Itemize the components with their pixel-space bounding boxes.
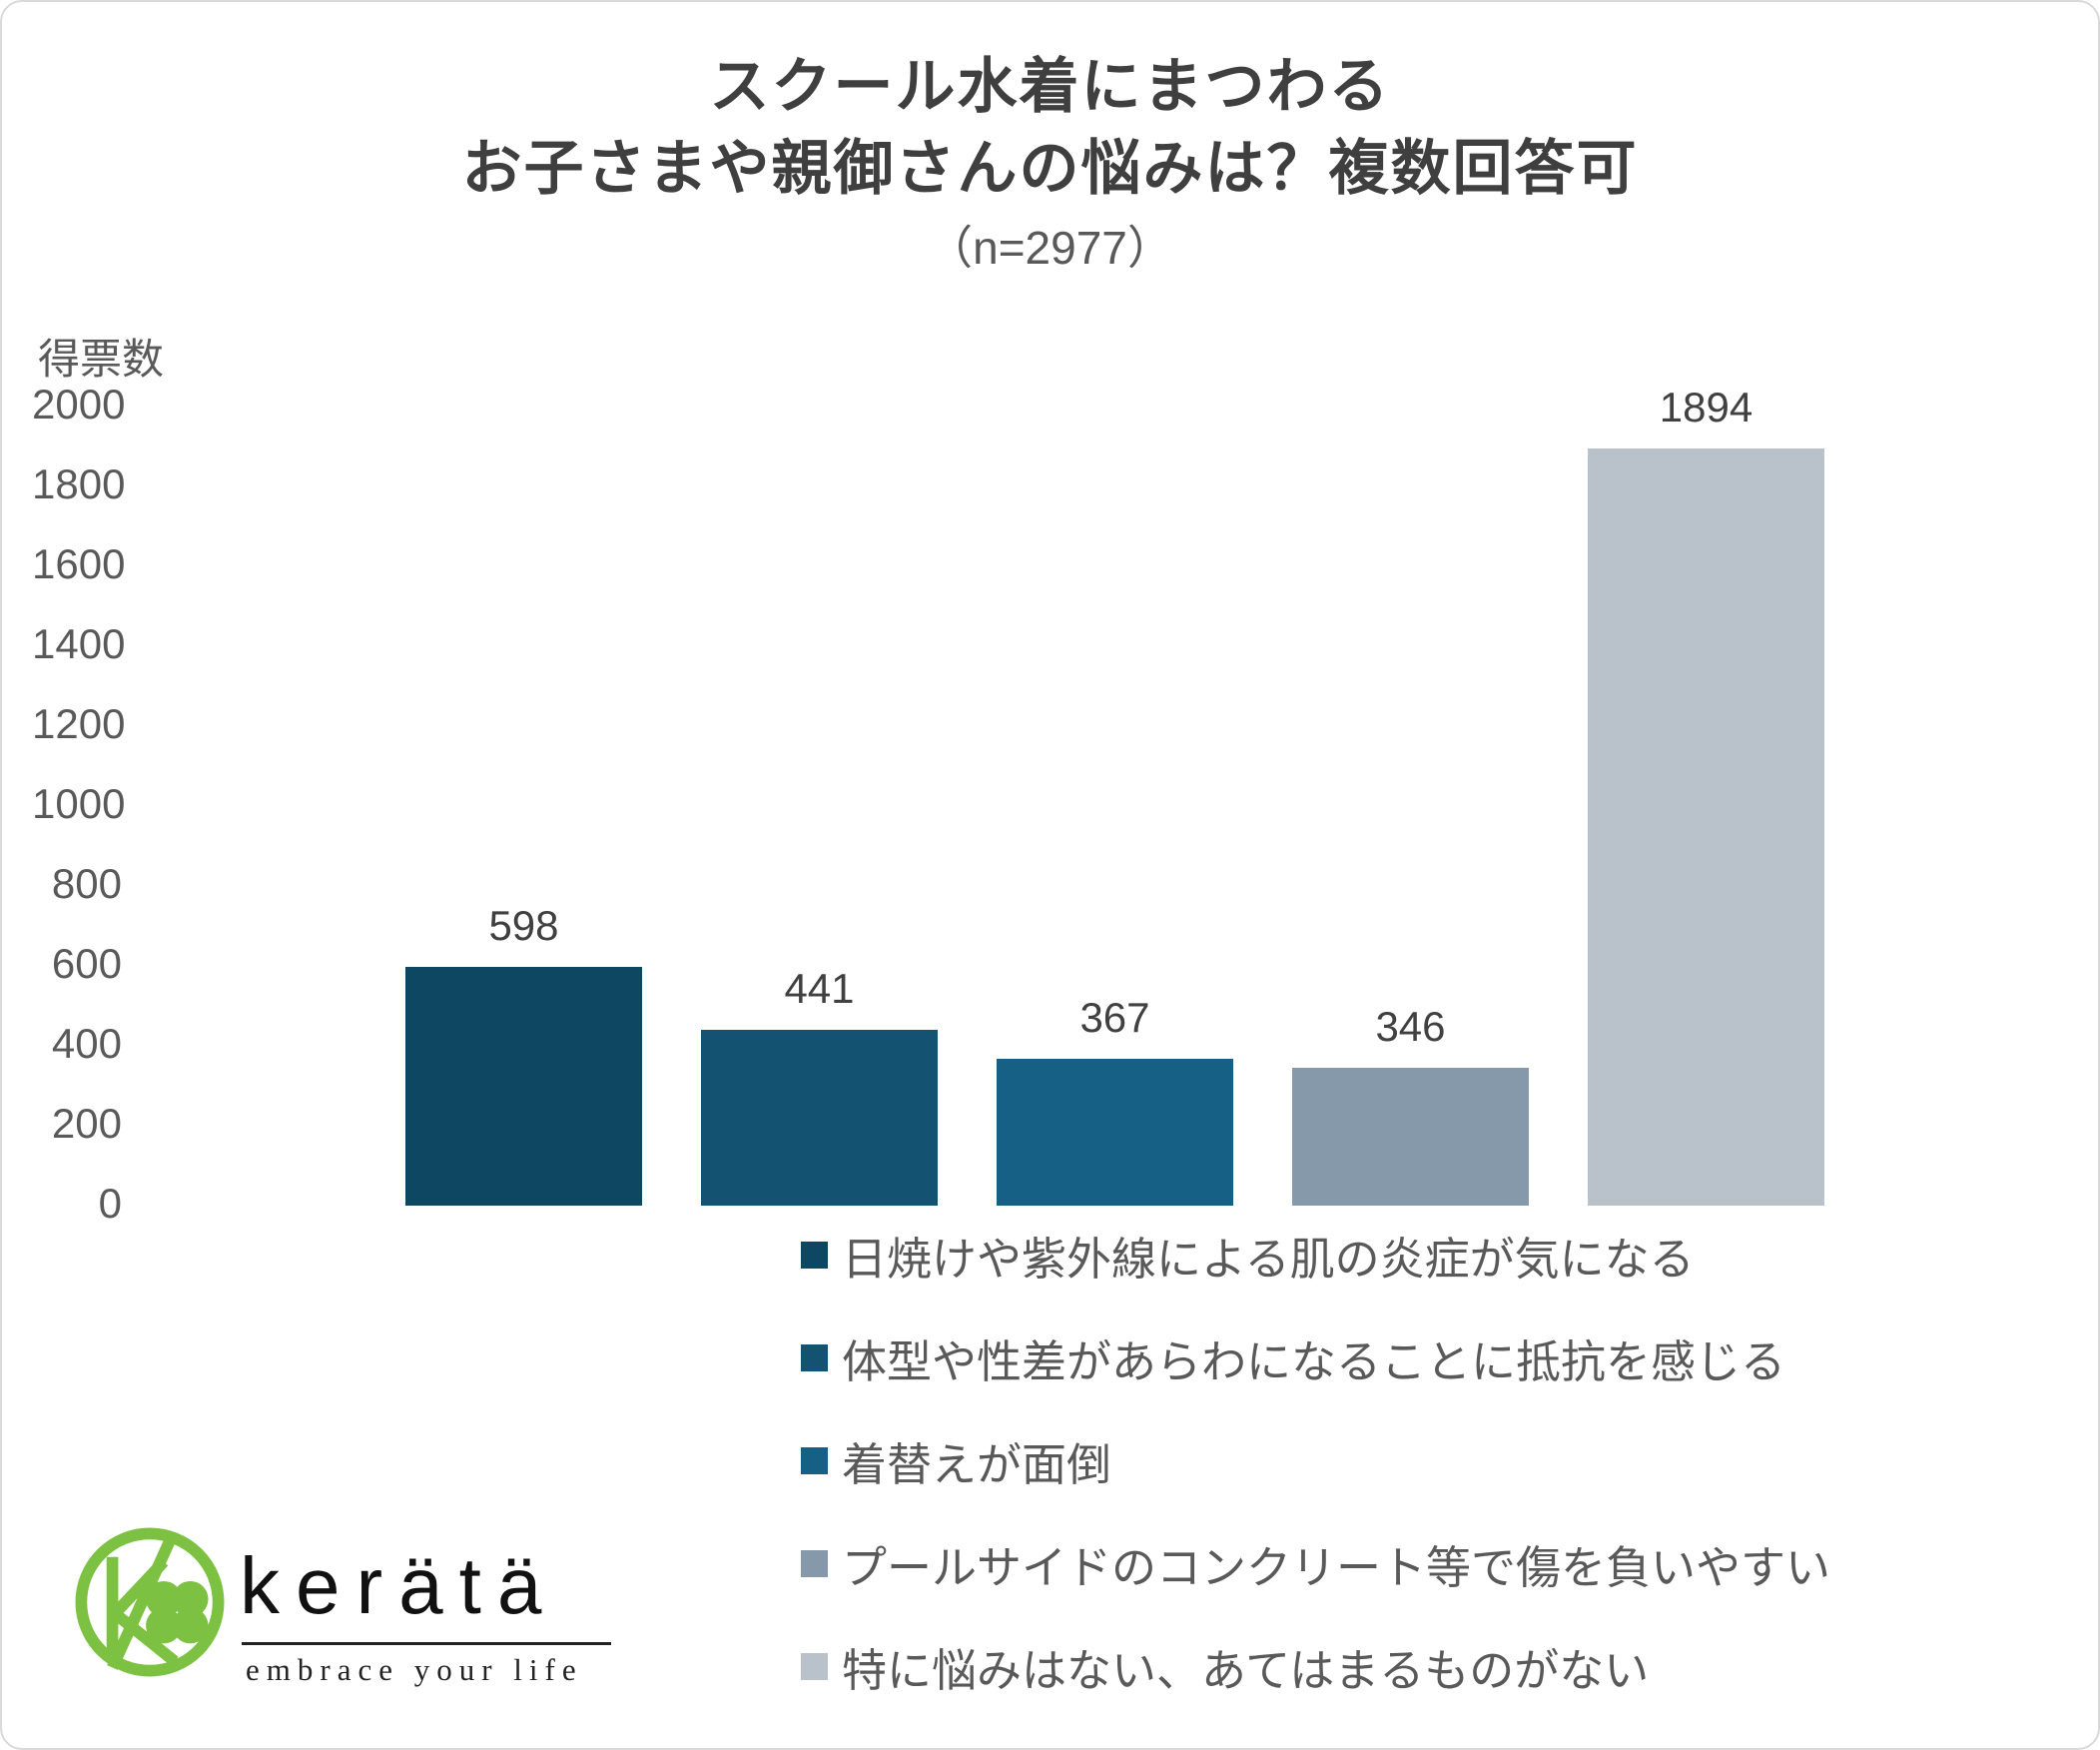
chart-title-line-1: スクール水着にまつわる	[709, 53, 1391, 120]
legend-item-5: 特に悩みはない、あてはまるものがない	[801, 1634, 1649, 1698]
legend-swatch-icon	[801, 1343, 828, 1371]
chart-subtitle: （n=2977）	[927, 222, 1173, 274]
legend-item-2: 体型や性差があらわになることに抵抗を感じる	[801, 1325, 1785, 1389]
bar-5	[1588, 448, 1824, 1206]
bar-value-3: 367	[1079, 994, 1150, 1042]
legend-label: 特に悩みはない、あてはまるものがない	[842, 1644, 1650, 1696]
bar-3	[997, 1059, 1233, 1206]
y-axis-label: 得票数	[38, 336, 165, 383]
kerata-clover-logo-icon	[75, 1527, 225, 1677]
bar-value-1: 598	[488, 901, 559, 949]
bar-value-2: 441	[784, 964, 855, 1012]
legend-item-1: 日焼けや紫外線による肌の炎症が気になる	[801, 1223, 1695, 1287]
bar-1	[405, 966, 642, 1206]
legend-item-4: プールサイドのコンクリート等で傷を負いやすい	[801, 1531, 1830, 1595]
legend-swatch-icon	[801, 1652, 828, 1680]
legend-label: 日焼けや紫外線による肌の炎症が気になる	[842, 1233, 1695, 1285]
y-tick-1000: 1000	[32, 780, 126, 827]
y-tick-1800: 1800	[32, 460, 126, 507]
legend-swatch-icon	[801, 1549, 828, 1577]
legend-swatch-icon	[801, 1446, 828, 1474]
y-tick-1200: 1200	[32, 700, 126, 747]
y-tick-1600: 1600	[32, 540, 126, 587]
y-tick-600: 600	[51, 940, 122, 987]
bar-2	[701, 1029, 938, 1206]
legend-item-3: 着替えが面倒	[801, 1428, 1111, 1492]
y-tick-1400: 1400	[32, 620, 126, 667]
y-tick-0: 0	[98, 1180, 122, 1227]
legend-swatch-icon	[801, 1241, 828, 1269]
bar-value-4: 346	[1375, 1002, 1446, 1050]
legend-label: プールサイドのコンクリート等で傷を負いやすい	[842, 1541, 1831, 1593]
legend-label: 着替えが面倒	[842, 1438, 1112, 1490]
y-tick-800: 800	[51, 860, 122, 907]
chart-title-line-2: お子さまや親御さんの悩みは？複数回答可	[461, 135, 1639, 202]
legend-label: 体型や性差があらわになることに抵抗を感じる	[842, 1335, 1786, 1387]
y-tick-400: 400	[51, 1020, 122, 1067]
bar-value-5: 1894	[1659, 384, 1753, 432]
y-tick-200: 200	[51, 1100, 122, 1147]
bar-4	[1292, 1067, 1529, 1206]
y-tick-2000: 2000	[32, 381, 126, 428]
brand-name: kerätä	[240, 1541, 558, 1630]
brand-tagline: embrace your life	[246, 1652, 583, 1687]
brand-divider	[242, 1642, 611, 1645]
brand-logo: kerätä embrace your life	[72, 1524, 631, 1704]
